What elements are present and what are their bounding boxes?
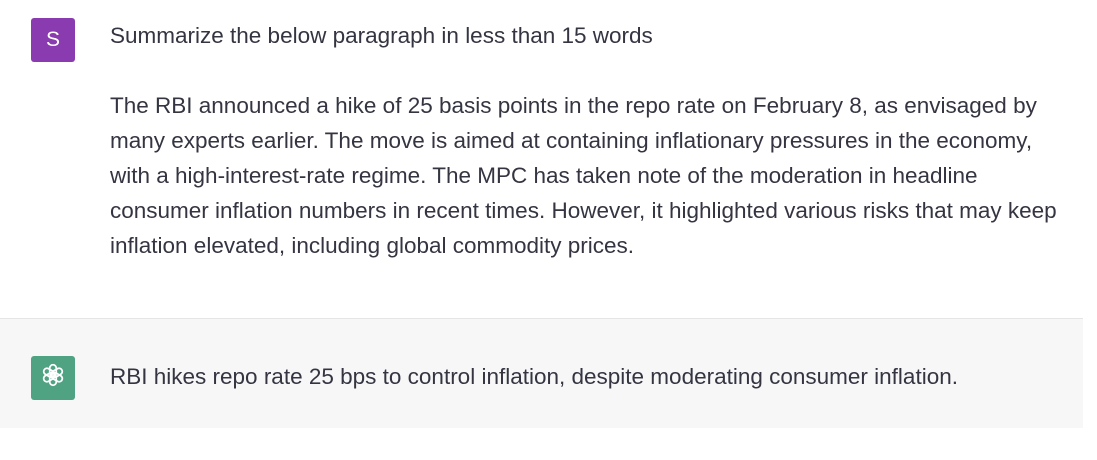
assistant-response-text: RBI hikes repo rate 25 bps to control in… [110,364,958,389]
assistant-message-content: RBI hikes repo rate 25 bps to control in… [110,356,1075,394]
user-avatar-letter: S [45,28,60,51]
user-message: S Summarize the below paragraph in less … [31,18,1075,263]
user-paragraph-text: The RBI announced a hike of 25 basis poi… [110,93,1057,258]
user-avatar: S [31,18,75,62]
openai-logo-icon [38,360,68,396]
user-message-content: Summarize the below paragraph in less th… [110,18,1075,263]
user-instruction-text: Summarize the below paragraph in less th… [110,23,653,48]
assistant-message: RBI hikes repo rate 25 bps to control in… [0,318,1083,428]
assistant-avatar [31,356,75,400]
